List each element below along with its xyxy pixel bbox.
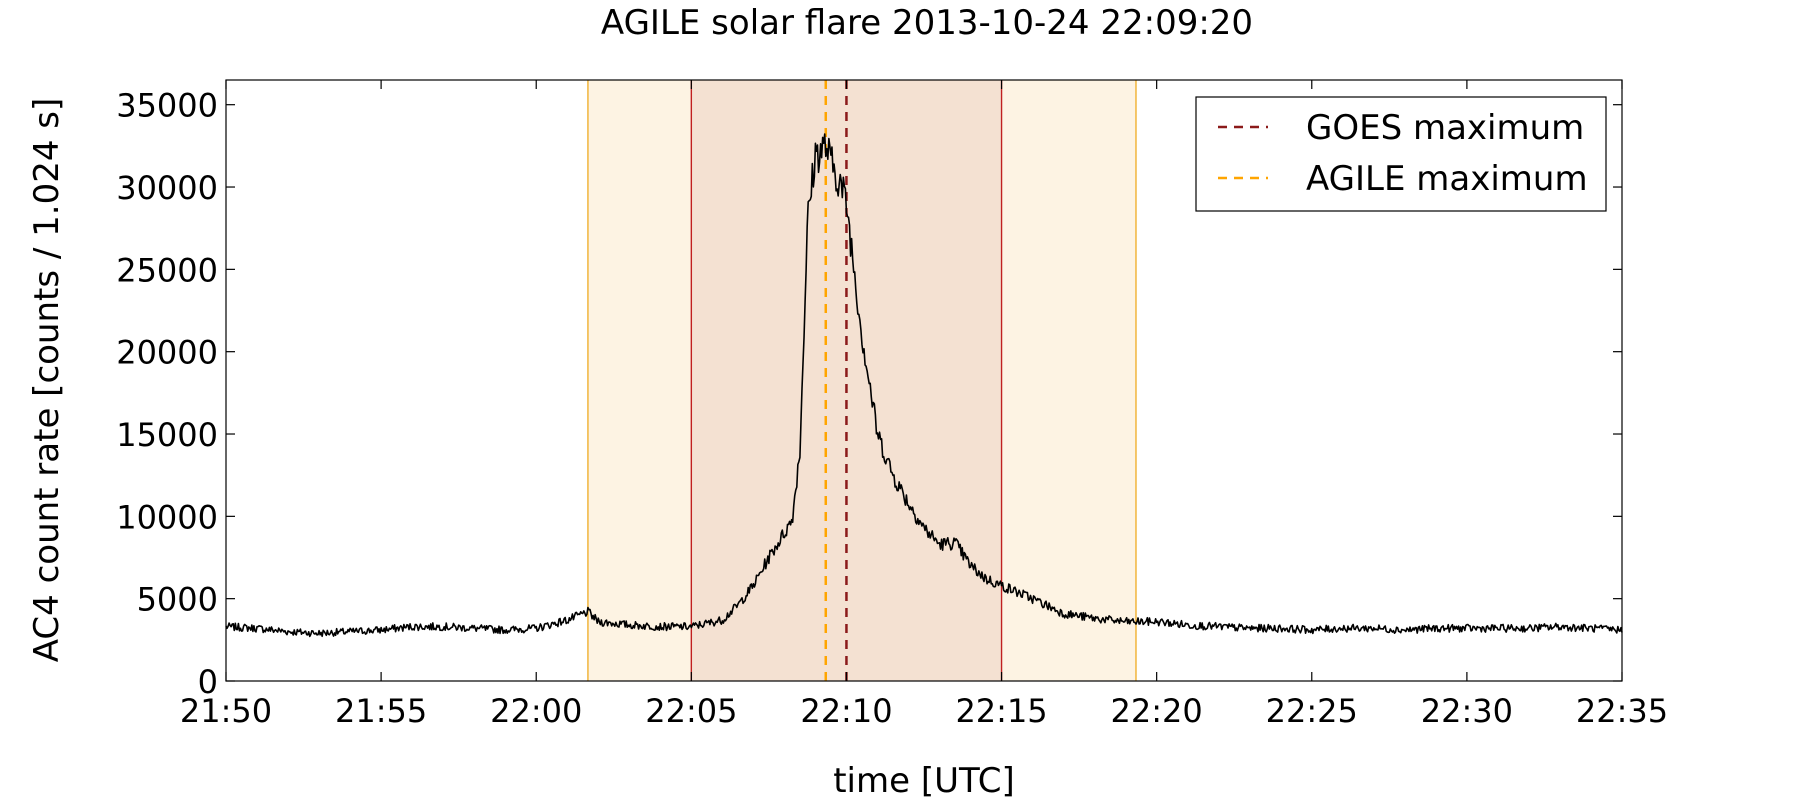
y-tick-label: 20000 [116, 334, 218, 372]
shaded-intervals [587, 80, 1137, 681]
y-tick-label: 5000 [137, 581, 218, 619]
x-axis-ticks: 21:50 21:55 22:00 22:05 22:10 22:15 22:20 22:25… [180, 80, 1668, 730]
y-tick-label: 15000 [116, 416, 218, 454]
x-tick-label: 22:20 [1111, 692, 1203, 730]
count-rate-line [225, 133, 1623, 638]
shaded-band-1 [691, 80, 1002, 681]
y-axis-title: AC4 count rate [counts / 1.024 s] [27, 98, 67, 663]
x-tick-label: 21:55 [335, 692, 427, 730]
x-tick-label: 22:25 [1266, 692, 1358, 730]
x-tick-label: 22:35 [1576, 692, 1668, 730]
legend-box [1195, 96, 1607, 212]
y-tick-label: 30000 [116, 169, 218, 207]
vertical-markers [824, 80, 848, 681]
legend: GOES maximum AGILE maximum [1195, 96, 1607, 212]
x-tick-label: 22:05 [645, 692, 737, 730]
y-tick-label: 35000 [116, 87, 218, 125]
chart-title: AGILE solar flare 2013-10-24 22:09:20 [601, 3, 1253, 43]
x-tick-label: 22:10 [800, 692, 892, 730]
y-axis-ticks: 0 5000 10000 15000 20000 25000 30000 35000 [116, 87, 1622, 701]
x-tick-label: 21:50 [180, 692, 272, 730]
y-tick-label: 0 [198, 663, 218, 701]
plot-frame [225, 79, 1623, 682]
legend-label-agile-maximum: AGILE maximum [1306, 159, 1588, 199]
x-tick-label: 22:15 [955, 692, 1047, 730]
x-axis-title: time [UTC] [833, 761, 1015, 800]
x-tick-label: 22:30 [1421, 692, 1513, 730]
legend-label-goes-maximum: GOES maximum [1306, 108, 1584, 148]
y-tick-label: 25000 [116, 251, 218, 289]
x-tick-label: 22:00 [490, 692, 582, 730]
y-tick-label: 10000 [116, 498, 218, 536]
